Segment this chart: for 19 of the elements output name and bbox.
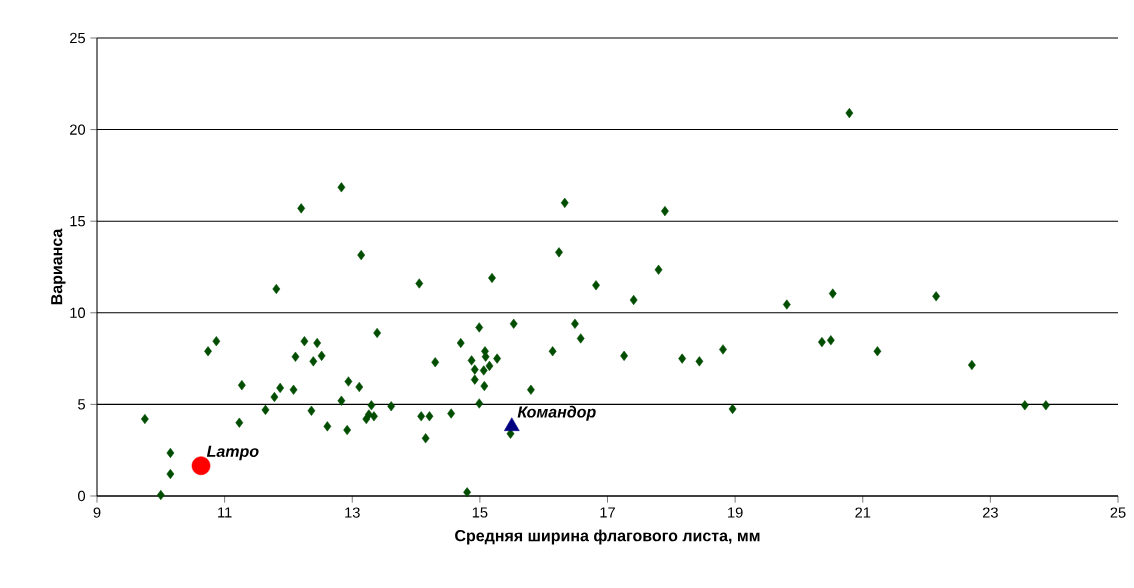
y-tick-label: 10 <box>70 307 86 318</box>
y-tick-label: 0 <box>78 490 86 502</box>
y-tick-label: 5 <box>78 399 86 410</box>
x-tick-label: 19 <box>728 507 743 518</box>
x-tick-label: 23 <box>982 507 998 518</box>
x-tick-label: 17 <box>600 507 615 518</box>
x-tick-label: 25 <box>1110 507 1126 518</box>
y-axis-title: Варианса <box>51 228 66 305</box>
y-tick-label: 15 <box>70 216 85 227</box>
x-tick-label: 21 <box>855 507 871 518</box>
series-label: Lampo <box>206 445 259 461</box>
x-tick-label: 11 <box>218 507 232 518</box>
x-axis-title: Средняя ширина флагового листа, мм <box>455 529 760 545</box>
x-tick-label: 13 <box>345 507 360 518</box>
x-tick-label: 15 <box>472 507 488 518</box>
y-tick-label: 20 <box>70 124 86 135</box>
x-tick-label: 9 <box>93 507 101 518</box>
y-tick-label: 25 <box>70 32 85 44</box>
series-label: Командор <box>517 405 596 421</box>
